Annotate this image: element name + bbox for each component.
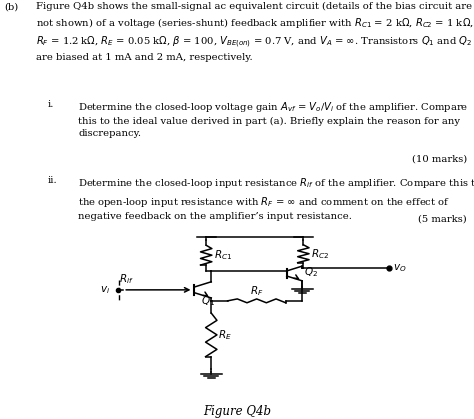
Text: (b): (b) [5,2,19,11]
Text: ii.: ii. [47,176,57,186]
Text: $v_O$: $v_O$ [393,262,407,274]
Text: $R_E$: $R_E$ [219,328,232,342]
Text: $R_{C2}$: $R_{C2}$ [311,247,329,261]
Text: Determine the closed-loop input resistance $R_{if}$ of the amplifier. Compare th: Determine the closed-loop input resistan… [78,176,474,221]
Text: i.: i. [47,100,54,109]
Text: (10 marks): (10 marks) [411,155,467,164]
Text: $R_{if}$: $R_{if}$ [118,272,133,286]
Text: (5 marks): (5 marks) [418,215,467,224]
Text: $v_i$: $v_i$ [100,284,110,296]
Text: Determine the closed-loop voltage gain $A_{vf}$ = $V_o$/$V_i$ of the amplifier. : Determine the closed-loop voltage gain $… [78,100,468,138]
Text: Figure Q4b: Figure Q4b [203,405,271,418]
Text: $R_F$: $R_F$ [250,284,264,297]
Text: Figure Q4b shows the small-signal ac equivalent circuit (details of the bias cir: Figure Q4b shows the small-signal ac equ… [36,2,474,62]
Text: $Q_1$: $Q_1$ [201,295,216,308]
Text: $R_{C1}$: $R_{C1}$ [214,248,232,262]
Text: $Q_2$: $Q_2$ [304,266,319,279]
